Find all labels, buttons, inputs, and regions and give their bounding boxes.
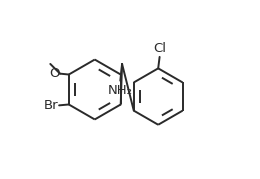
Text: O: O (49, 67, 60, 80)
Text: Cl: Cl (153, 42, 166, 55)
Text: Br: Br (44, 99, 58, 112)
Text: NH₂: NH₂ (108, 84, 133, 97)
